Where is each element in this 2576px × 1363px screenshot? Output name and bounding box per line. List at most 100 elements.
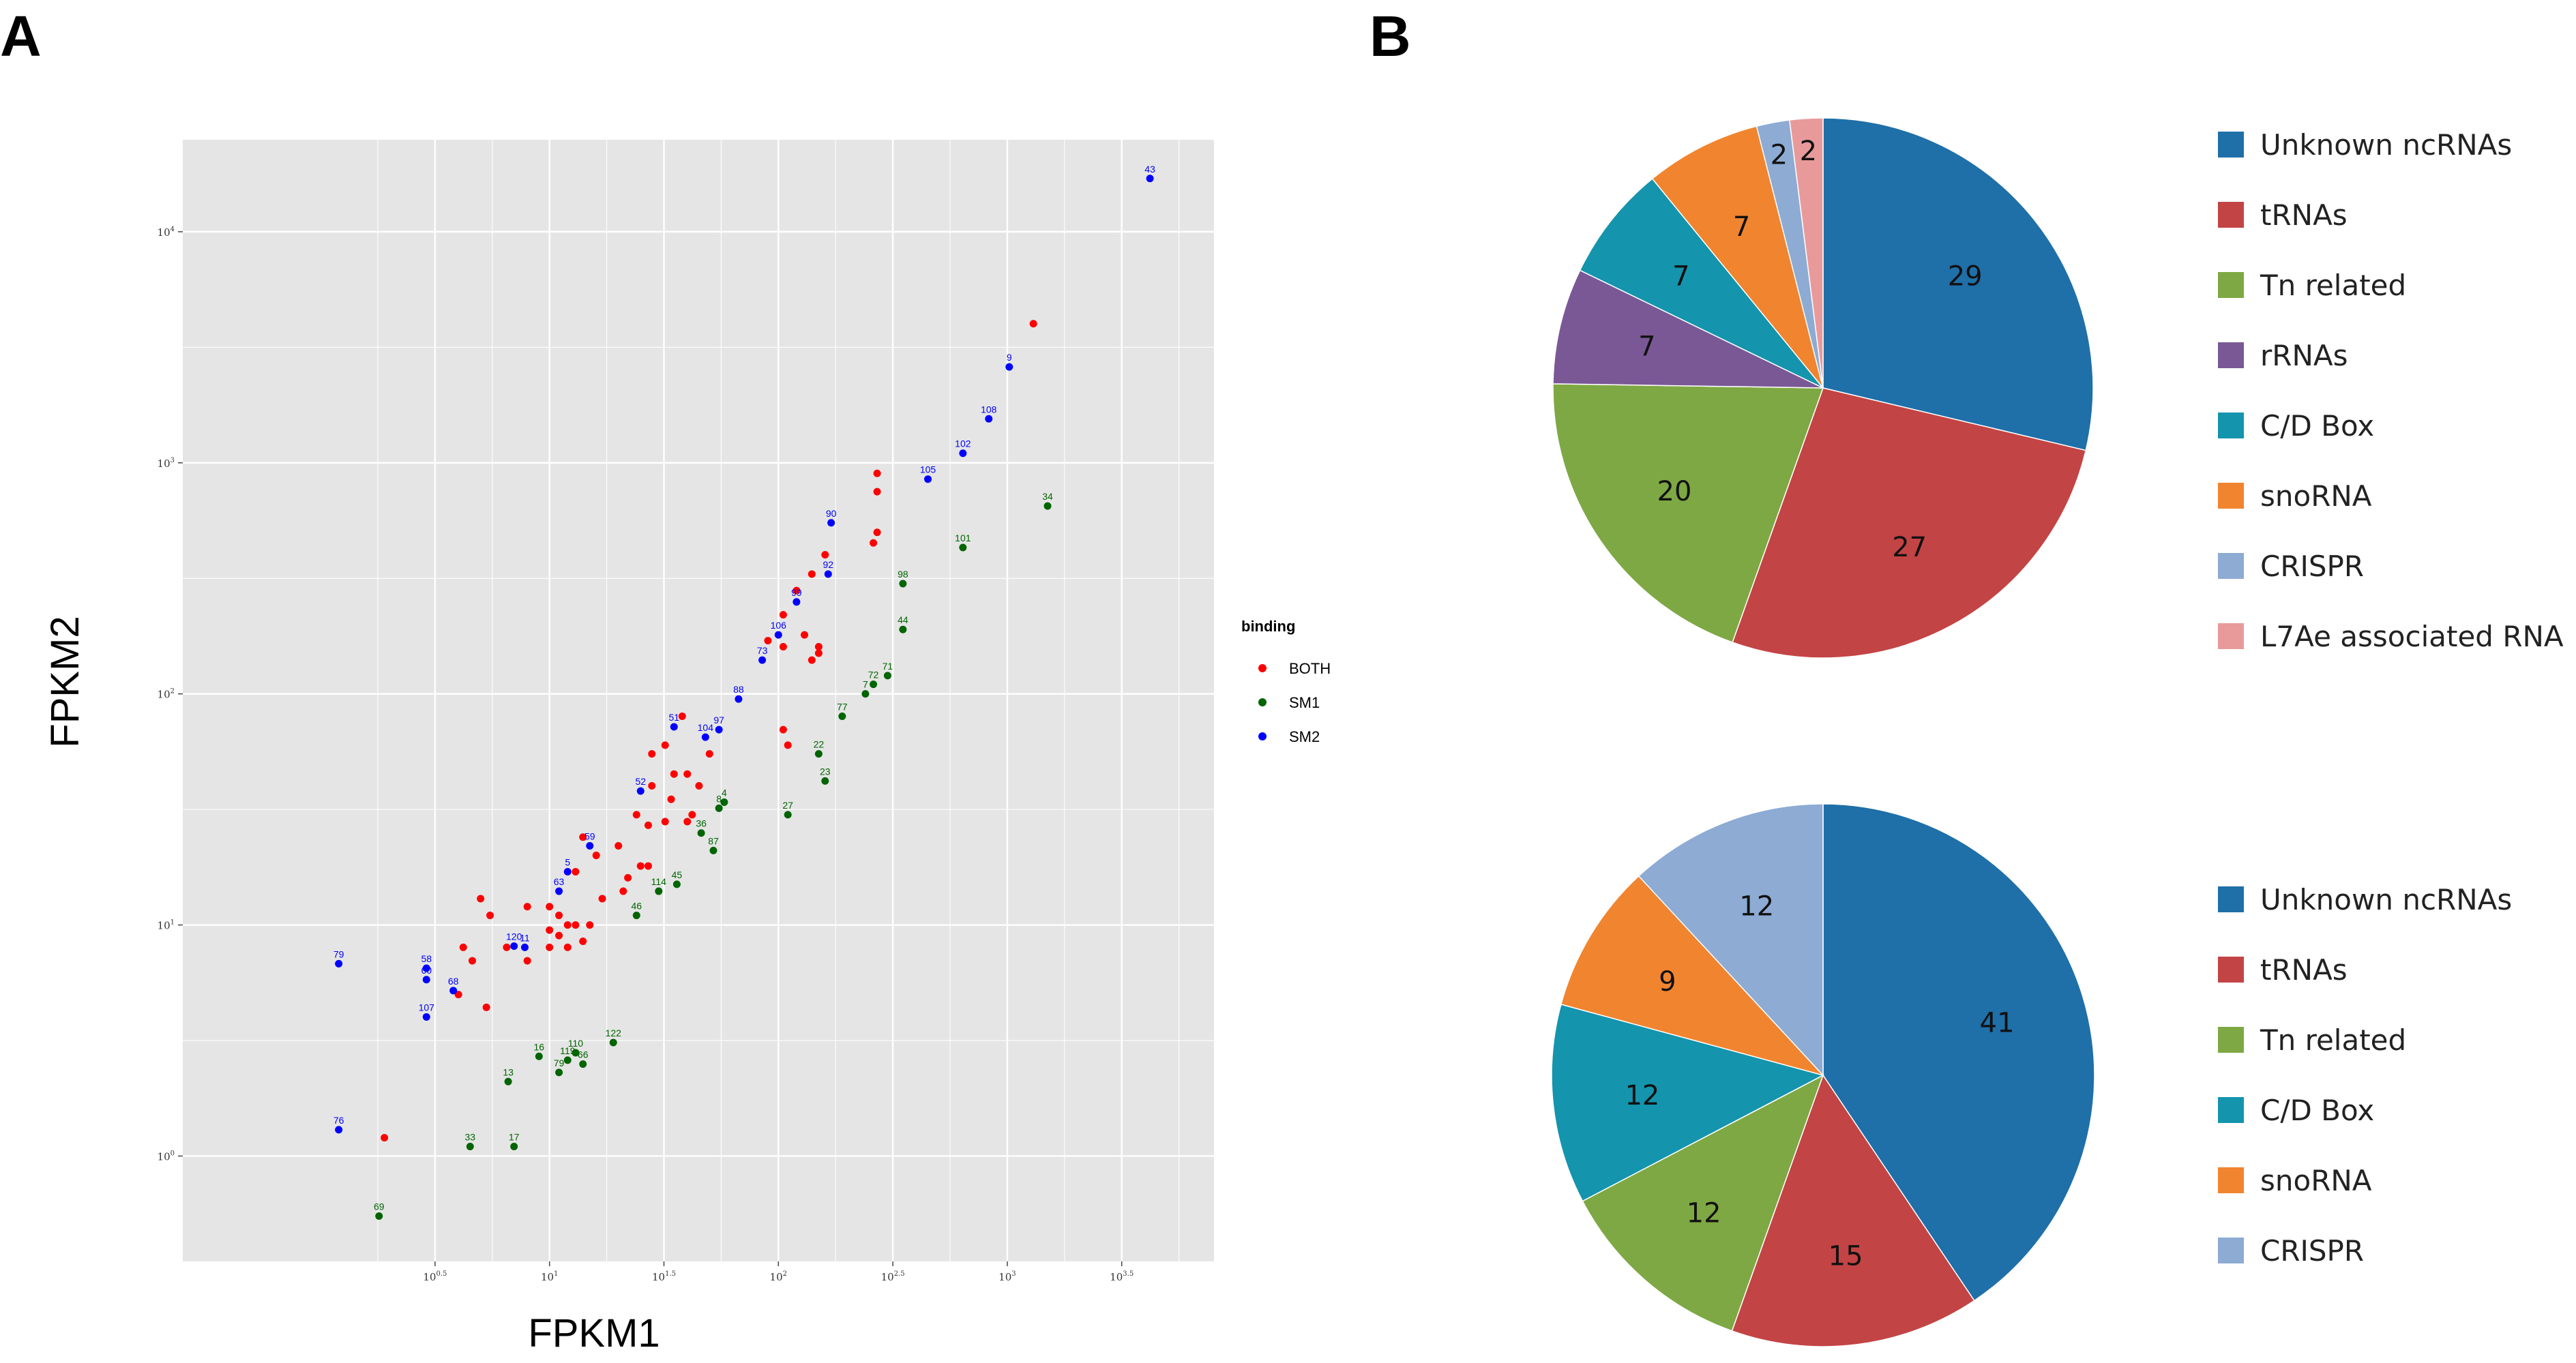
data-point-both (779, 642, 787, 650)
data-point-both (586, 921, 594, 929)
point-label: 5 (565, 856, 570, 867)
pie-value-label: 7 (1638, 331, 1655, 363)
point-label: 69 (374, 1201, 385, 1212)
data-point-sm1 (821, 777, 829, 785)
legend-label-rrnas: rRNAs (2260, 339, 2348, 372)
legend-label-unknown-ncrnas: Unknown ncRNAs (2260, 128, 2512, 162)
data-point-sm1 (579, 1060, 587, 1068)
point-label: 110 (568, 1038, 584, 1049)
data-point-sm2 (670, 723, 678, 731)
pie-slice-snorna (1651, 125, 1824, 389)
point-label: 102 (955, 438, 971, 449)
data-point-sm1 (504, 1077, 512, 1085)
point-label: 36 (696, 818, 707, 829)
data-point-both (579, 937, 587, 945)
pie-value-label: 27 (1892, 532, 1927, 563)
data-point-both (546, 903, 554, 911)
data-point-both (546, 926, 554, 934)
legend-swatch-rrnas (2218, 342, 2244, 368)
data-point-both (695, 782, 703, 790)
point-label: 44 (898, 614, 908, 625)
point-label: 43 (1144, 164, 1155, 175)
data-point-sm2 (827, 519, 835, 527)
point-label: 122 (606, 1028, 622, 1038)
legend-swatch-snorna (2218, 483, 2244, 509)
pie-slice-unknown-ncrnas (1822, 803, 2095, 1302)
data-point-sm1 (784, 811, 792, 819)
y-tick-label: 102 (158, 688, 175, 701)
data-point-sm2 (449, 987, 458, 995)
data-point-both (814, 642, 823, 650)
data-point-both (870, 539, 878, 547)
point-label: 22 (814, 739, 825, 750)
pie-value-label: 12 (1739, 891, 1774, 923)
point-label: 16 (534, 1041, 545, 1052)
scatter-points: 3410198447172777222327483687451144612266… (334, 164, 1155, 1220)
data-point-sm2 (824, 570, 832, 578)
data-point-both (779, 611, 787, 619)
data-point-both (808, 570, 816, 578)
legend-label-c-d-box: C/D Box (2260, 409, 2374, 443)
data-point-sm2 (1005, 363, 1013, 371)
point-label: 34 (1042, 491, 1053, 502)
pie-value-label: 2 (1771, 140, 1788, 171)
data-point-both (688, 811, 696, 819)
y-axis-ticks: 100 101 102 103 104 (158, 226, 183, 1163)
data-point-both (592, 852, 600, 860)
pie-chart-top: 29 27 20 7 7 7 2 2 (1552, 117, 2094, 659)
data-point-sm2 (335, 1126, 343, 1134)
data-point-both (523, 957, 531, 965)
legend-label-crispr: CRISPR (2260, 550, 2364, 583)
pie-slice-crispr (1638, 803, 1824, 1077)
pie-slice-trnas (1732, 387, 2087, 659)
point-label: 92 (823, 559, 833, 570)
data-point-sm2 (715, 725, 723, 734)
data-point-sm2 (1146, 175, 1154, 183)
point-label: 63 (554, 876, 565, 887)
data-point-both (563, 943, 572, 951)
x-tick-label: 100.5 (423, 1270, 447, 1283)
data-point-both (459, 943, 467, 951)
data-point-sm2 (701, 733, 709, 741)
y-tick-label: 104 (158, 226, 175, 239)
x-axis-ticks: 100.5 101 101.5 102 102.5 103 103.5 (423, 1261, 1134, 1283)
point-label: 51 (668, 712, 679, 723)
point-label: 58 (421, 953, 432, 964)
point-label: 23 (820, 766, 831, 777)
data-point-sm1 (572, 1049, 580, 1057)
data-point-both (873, 469, 881, 477)
point-label: 107 (419, 1002, 435, 1013)
data-point-both (503, 943, 511, 951)
data-point-sm1 (609, 1038, 617, 1047)
data-point-both (563, 921, 572, 929)
pie-value-label: 2 (1800, 136, 1817, 167)
data-point-both (555, 931, 563, 940)
legend-label-sm2: SM2 (1289, 728, 1320, 745)
data-point-sm2 (985, 415, 993, 423)
legend-label-tn-related: Tn related (2260, 1023, 2406, 1057)
pie-slice-c-d-box (1551, 1004, 1825, 1202)
pie-slice-snorna (1560, 875, 1825, 1077)
x-tick-label: 103 (998, 1270, 1016, 1283)
data-point-both (1029, 320, 1037, 328)
data-point-both (572, 867, 580, 875)
point-label: 4 (722, 787, 727, 798)
data-point-both (670, 770, 678, 778)
data-point-both (477, 895, 485, 903)
data-point-both (619, 887, 627, 895)
pie-slice-l7ae-associated-rna (1789, 117, 1824, 389)
point-label: 120 (506, 931, 522, 942)
pie-value-label: 12 (1687, 1197, 1721, 1229)
pie-value-label: 41 (1980, 1007, 2015, 1038)
data-point-both (468, 957, 476, 965)
data-point-both (667, 795, 675, 803)
point-label: 97 (713, 715, 724, 725)
pie-slice-unknown-ncrnas (1822, 117, 2094, 451)
point-label: 68 (448, 976, 459, 987)
point-label: 11 (520, 932, 530, 943)
y-tick-label: 100 (158, 1150, 175, 1163)
legend-label-both: BOTH (1289, 660, 1331, 677)
point-label: 27 (782, 800, 793, 811)
data-point-sm1 (672, 880, 681, 888)
data-point-sm2 (422, 976, 430, 984)
